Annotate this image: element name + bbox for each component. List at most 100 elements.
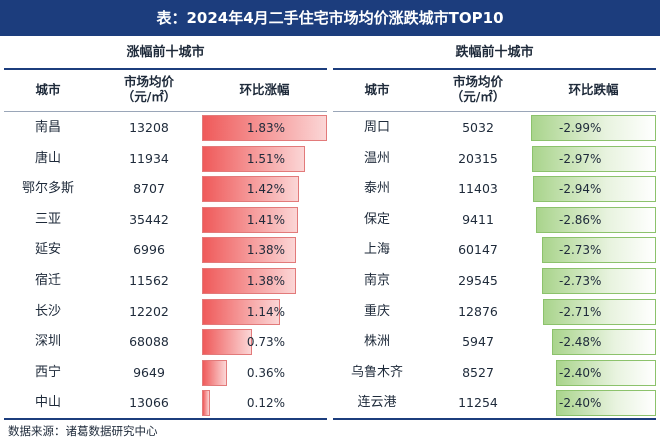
fall-header-price: 市场均价 （元/㎡） [450,74,506,104]
change-bar-cell: -2.48% [531,329,656,356]
city-name: 西宁 [34,364,61,380]
fall-bar [552,329,656,356]
table-row: 南昌 13208 1.83% [4,112,327,144]
change-bar-cell: 1.41% [202,206,327,233]
change-bar-cell: -2.86% [531,206,656,233]
rise-bar [202,329,252,356]
average-price: 35442 [129,211,169,227]
change-value: 1.38% [246,274,285,288]
average-price: 11934 [129,150,169,166]
change-value: 1.38% [246,243,285,258]
average-price: 9649 [133,364,165,380]
change-value: 1.42% [246,182,285,197]
change-bar-cell: 1.83% [202,115,327,141]
change-value: -2.99% [559,121,602,135]
rise-header-city: 城市 [35,81,61,97]
fall-bar [531,115,656,141]
city-name: 重庆 [363,303,390,319]
rise-panel: 涨幅前十城市 城市 市场均价 （元/㎡） 环比涨幅 南昌 13208 1.83% 唐山… [4,40,327,420]
average-price: 12876 [458,303,498,319]
average-price: 5947 [462,334,494,350]
change-bar-cell: 0.36% [202,359,327,386]
change-bar-cell: -2.99% [531,115,656,141]
city-name: 鄂尔多斯 [21,181,74,197]
city-name: 温州 [363,150,390,166]
average-price: 13066 [129,395,169,411]
fall-bar [531,145,656,172]
change-value: -2.94% [559,182,602,197]
change-bar-cell: -2.73% [531,237,656,264]
table-row: 保定 9411 -2.86% [333,204,656,236]
rise-bar [202,115,327,141]
average-price: 68088 [129,334,169,350]
city-name: 宿迁 [34,273,61,288]
change-value: -2.97% [559,151,602,166]
change-value: 0.12% [246,396,285,411]
table-row: 乌鲁木齐 8527 -2.40% [333,357,656,389]
average-price: 20315 [458,150,498,166]
table-row: 株洲 5947 -2.48% [333,326,656,358]
city-name: 周口 [363,120,390,135]
city-name: 保定 [363,211,390,227]
city-name: 唐山 [34,150,61,166]
rise-bottom-rule [4,418,327,420]
city-name: 上海 [363,242,390,258]
change-value: -2.40% [559,396,602,411]
rise-header-change: 环比涨幅 [239,81,290,97]
fall-section-title: 跌幅前十城市 [455,45,534,60]
average-price: 6996 [133,242,165,258]
change-bar-cell: 0.73% [202,329,327,356]
fall-header-change: 环比跌幅 [568,81,619,97]
change-value: 0.36% [246,365,285,380]
table-row: 三亚 35442 1.41% [4,204,327,236]
rise-top-rule [4,68,327,70]
fall-bar [542,298,656,325]
city-name: 长沙 [34,303,61,319]
city-name: 株洲 [363,334,390,350]
table-row: 温州 20315 -2.97% [333,143,656,175]
rise-bar [202,390,211,417]
data-source-note: 数据来源：诸葛数据研究中心 [8,424,158,438]
average-price: 11403 [458,181,498,197]
change-bar-cell: -2.40% [531,390,656,417]
table-row: 泰州 11403 -2.94% [333,173,656,205]
rise-bar [202,206,299,233]
fall-top-rule [333,68,656,70]
change-bar-cell: 1.38% [202,237,327,264]
change-value: 1.51% [246,151,285,166]
rise-header-rule [4,111,327,112]
city-name: 连云港 [357,395,397,411]
change-bar-cell: -2.40% [531,359,656,386]
change-value: 1.83% [246,121,285,135]
fall-panel: 跌幅前十城市 城市 市场均价 （元/㎡） 环比跌幅 周口 5032 -2.99% 温州… [333,40,656,420]
change-value: 1.41% [246,212,285,227]
city-name: 乌鲁木齐 [350,364,403,380]
table-row: 重庆 12876 -2.71% [333,296,656,328]
fall-bar [536,206,656,233]
change-bar-cell: 1.51% [202,145,327,172]
fall-bar [555,359,656,386]
rise-bar [202,237,297,264]
change-bar-cell: -2.73% [531,268,656,294]
table-row: 深圳 68088 0.73% [4,326,327,358]
rise-header-price: 市场均价 （元/㎡） [121,74,177,104]
city-name: 深圳 [34,334,61,350]
change-bar-cell: -2.71% [531,298,656,325]
rise-section-title: 涨幅前十城市 [126,45,205,60]
change-value: -2.71% [559,304,602,319]
rise-bar [202,268,297,294]
rise-bar [202,176,299,203]
average-price: 8527 [462,364,494,380]
city-name: 南昌 [34,120,61,135]
table-title: 表：2024年4月二手住宅市场均价涨跌城市TOP10 [0,0,660,36]
rise-bar [202,145,306,172]
fall-bar [555,390,656,417]
city-name: 中山 [34,395,61,411]
average-price: 12202 [129,303,169,319]
table-row: 上海 60147 -2.73% [333,234,656,266]
fall-header-rule [333,111,656,112]
fall-bar [541,237,656,264]
city-name: 泰州 [363,181,390,197]
change-value: -2.73% [559,243,602,258]
change-bar-cell: 1.14% [202,298,327,325]
